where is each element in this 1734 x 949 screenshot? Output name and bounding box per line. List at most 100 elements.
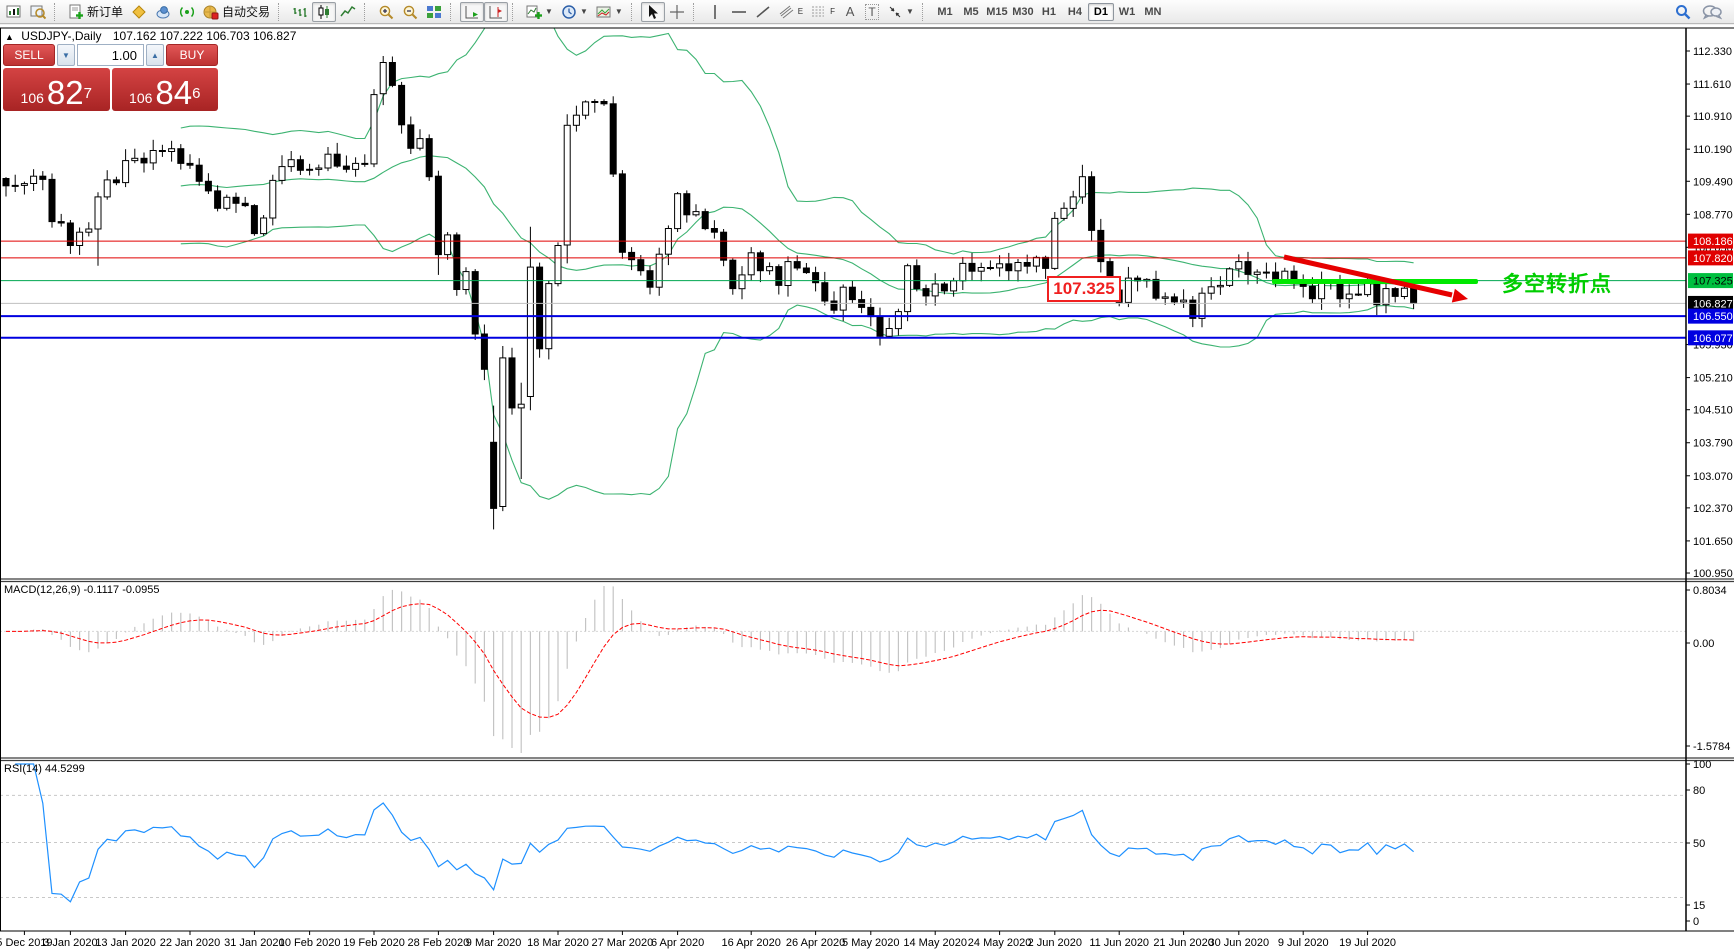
- sell-price-box[interactable]: 106 82 7: [3, 68, 110, 111]
- template-icon: [596, 4, 612, 20]
- price-level-badge: [1688, 233, 1733, 249]
- price-level-badge: [1688, 308, 1733, 324]
- sell-button[interactable]: SELL: [3, 44, 55, 66]
- chart-shift-button[interactable]: [484, 1, 509, 22]
- toolbar-separator: [450, 2, 457, 21]
- timeframe-button-MN[interactable]: MN: [1144, 5, 1162, 18]
- candlestick-chart-button[interactable]: [312, 1, 337, 22]
- zoom-out-button[interactable]: [398, 2, 422, 22]
- crosshair-button[interactable]: [665, 2, 689, 22]
- signal-icon: [179, 4, 195, 20]
- indicators-button[interactable]: ▼: [522, 2, 557, 22]
- auto-trading-button[interactable]: 自动交易: [199, 2, 274, 22]
- timeframe-button-M1[interactable]: M1: [937, 5, 953, 18]
- buy-button[interactable]: BUY: [166, 44, 218, 66]
- date-tick-label: 9 Jul 2020: [1278, 937, 1329, 949]
- axis-tick-label: 103.790: [1693, 438, 1733, 450]
- axis-tick-label: 50: [1693, 838, 1705, 850]
- date-tick-label: 10 Feb 2020: [279, 937, 341, 949]
- price-callout-annotation[interactable]: 107.325: [1047, 276, 1121, 302]
- chart-ohlc-readout: ▲ USDJPY-,Daily 107.162 107.222 106.703 …: [5, 29, 296, 43]
- price-axis[interactable]: 112.330 111.610 110.910 110.190 109.490 108.7…: [1686, 46, 1733, 928]
- arrows-tool[interactable]: ▼: [883, 2, 918, 22]
- timeframe-group: M1 M5 M15 M30 H1 H4 D1 W1 MN: [932, 2, 1166, 21]
- channel-letter: E: [797, 7, 804, 16]
- timeframe-button-H4[interactable]: H4: [1067, 5, 1082, 18]
- crosshair-icon: [669, 4, 685, 20]
- dropdown-caret: ▼: [545, 7, 553, 16]
- axis-tick-label: 103.070: [1693, 471, 1733, 483]
- axis-tick-label: 110.910: [1693, 111, 1732, 123]
- rsi-series: [0, 763, 1686, 903]
- auto-scroll-button[interactable]: [460, 1, 485, 22]
- rsi-indicator-label: RSI(14) 44.5299: [4, 763, 85, 775]
- dropdown-caret: ▼: [579, 7, 588, 16]
- date-tick-label: 31 Jan 2020: [224, 937, 285, 949]
- mql5-cloud-icon: [155, 4, 171, 20]
- tile-windows-icon: [426, 4, 442, 20]
- zoom-in-button[interactable]: [374, 2, 398, 22]
- profiles-button[interactable]: [26, 2, 50, 22]
- axis-tick-label: 80: [1693, 785, 1705, 797]
- timeframe-button-H1[interactable]: H1: [1041, 5, 1056, 18]
- red-trend-arrow-line[interactable]: [1283, 254, 1453, 298]
- text-tool[interactable]: A: [839, 2, 861, 22]
- tile-windows-button[interactable]: [422, 2, 446, 22]
- text-label-tool[interactable]: T: [861, 2, 883, 22]
- axis-tick-label: 0.8034: [1693, 585, 1727, 597]
- timeframe-button-M5[interactable]: M5: [963, 5, 979, 18]
- volume-decrease-button[interactable]: ▼: [57, 44, 75, 66]
- timeframe-button-W1[interactable]: W1: [1118, 5, 1136, 18]
- volume-increase-button[interactable]: ▲: [146, 44, 164, 66]
- date-tick-label: 13 Jan 2020: [95, 937, 156, 949]
- green-support-bar[interactable]: [1272, 279, 1478, 284]
- horizontal-line-icon: [731, 4, 747, 20]
- buy-price-box[interactable]: 106 84 6: [111, 68, 218, 111]
- channel-tool[interactable]: E: [775, 2, 807, 22]
- new-order-button[interactable]: 新订单: [64, 2, 127, 22]
- ohlc-values: 107.162 107.222 106.703 106.827: [112, 29, 297, 43]
- arrows-icon: [887, 4, 903, 20]
- price-badge-label: 106.827: [1693, 298, 1733, 310]
- cursor-button[interactable]: [640, 1, 665, 22]
- axis-tick-label: 111.610: [1693, 79, 1731, 91]
- timeframe-button-M15[interactable]: M15: [986, 5, 1008, 18]
- timeframe-button-M30[interactable]: M30: [1012, 5, 1034, 18]
- templates-button[interactable]: ▼: [592, 2, 627, 22]
- macd-series: [0, 586, 1686, 753]
- horizontal-line-tool[interactable]: [727, 2, 751, 22]
- date-tick-label: 21 Jun 2020: [1153, 937, 1214, 949]
- chat-icon[interactable]: [1702, 3, 1722, 21]
- toolbar-separator: [921, 2, 929, 21]
- price-level-badge: [1688, 273, 1733, 289]
- timeframe-button-D1[interactable]: D1: [1087, 2, 1114, 21]
- new-order-label: 新订单: [87, 5, 124, 19]
- line-chart-button[interactable]: [336, 2, 360, 22]
- volume-input[interactable]: 1.00: [77, 44, 144, 66]
- price-level-badge: [1688, 250, 1733, 266]
- reversal-point-annotation[interactable]: 多空转折点: [1502, 273, 1612, 296]
- new-chart-button[interactable]: [2, 2, 26, 22]
- vertical-line-tool[interactable]: [703, 2, 727, 22]
- trendline-tool[interactable]: [751, 2, 775, 22]
- mql5-community-button[interactable]: [151, 2, 175, 22]
- search-icon[interactable]: [1674, 3, 1692, 21]
- bar-chart-button[interactable]: [288, 2, 312, 22]
- line-chart-icon: [340, 4, 356, 20]
- periods-button[interactable]: ▼: [557, 2, 592, 22]
- zoom-in-icon: [378, 4, 394, 20]
- symbol-period-label: USDJPY-,Daily: [21, 29, 102, 43]
- toolbar-separator: [278, 2, 285, 21]
- date-tick-label: 30 Jun 2020: [1209, 937, 1270, 949]
- price-badge-label: 106.077: [1693, 333, 1733, 345]
- new-order-icon: [68, 4, 84, 20]
- price-level-badge: [1688, 295, 1733, 311]
- fibonacci-tool[interactable]: F: [807, 2, 839, 22]
- signals-button[interactable]: [175, 2, 199, 22]
- metaeditor-button[interactable]: [127, 2, 151, 22]
- date-tick-label: 16 Apr 2020: [722, 937, 781, 949]
- collapse-panel-arrow[interactable]: ▲: [5, 32, 14, 42]
- vertical-line-icon: [707, 4, 723, 20]
